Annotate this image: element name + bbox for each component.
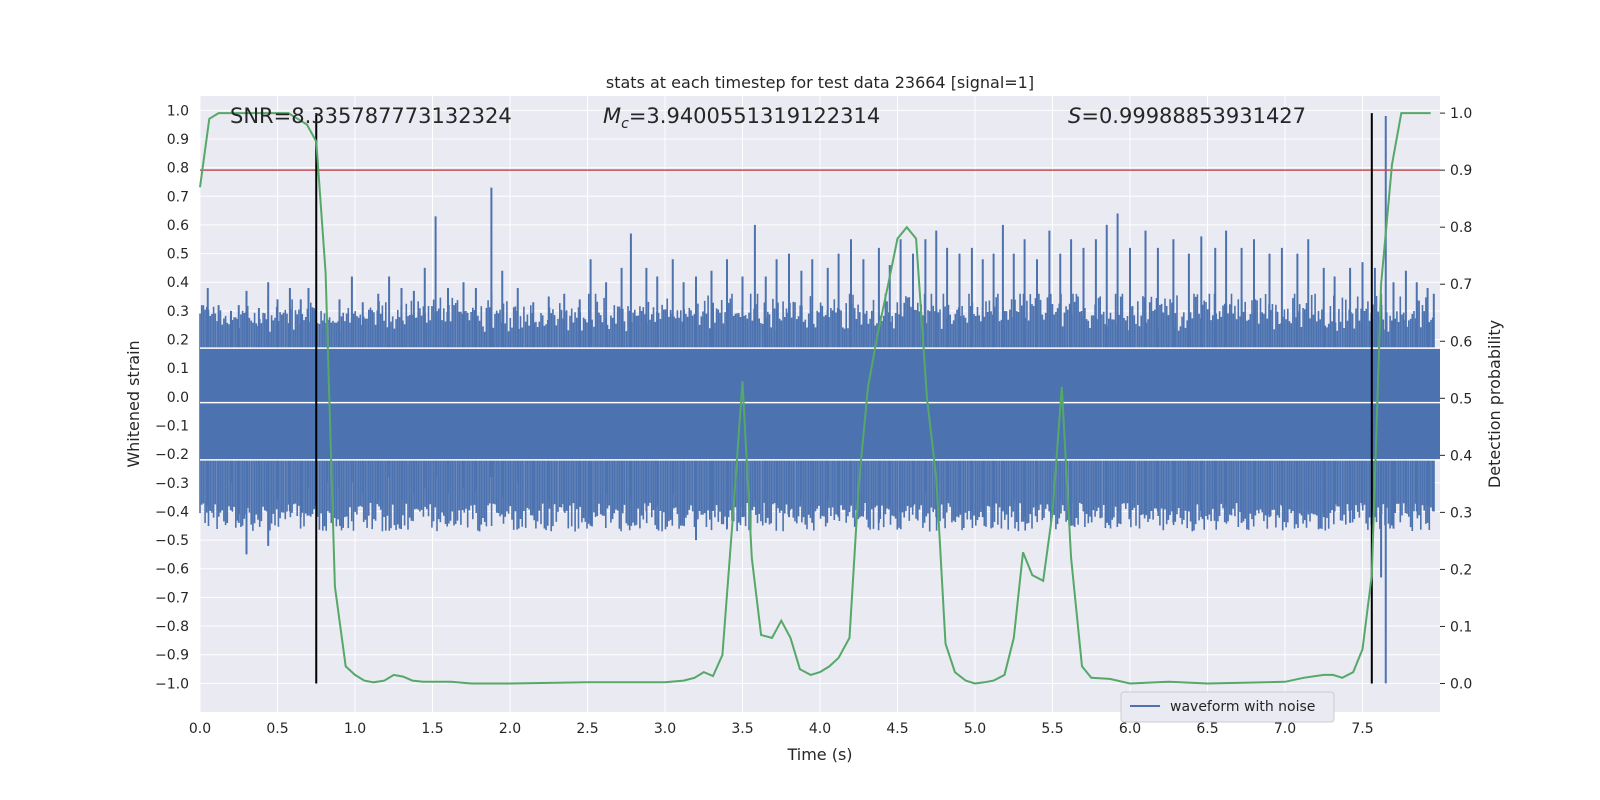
y-tick-label-right: 1.0 [1450,106,1472,122]
x-tick-label: 3.5 [731,721,753,737]
y-tick-label-left: −0.1 [155,418,189,434]
snr-annotation: SNR=8.335787773132324 [230,104,512,128]
x-axis-label: Time (s) [786,745,852,764]
legend: waveform with noise [1120,691,1335,723]
x-tick-label: 7.0 [1274,721,1296,737]
s-symbol: S [1068,104,1081,128]
y-tick-label-left: 0.5 [167,247,189,263]
waveform-layer [199,116,1440,684]
x-tick-label: 0.5 [266,721,288,737]
tick-layer: 0.0 0.5 1.0 1.5 2.0 2.5 3.0 3.5 4.0 4.5 5.0 5.5 6.0 6… [155,103,1472,737]
y-tick-label-left: −0.5 [155,533,189,549]
y-tick-label-left: −0.4 [155,504,189,520]
y-tick-label-left: −0.8 [155,619,189,635]
s-annotation: S=0.99988853931427 [1068,104,1306,128]
y-tick-label-right: 0.2 [1450,562,1472,578]
x-tick-label: 5.0 [964,721,986,737]
y-tick-label-right: 0.0 [1450,676,1472,692]
legend-label-waveform: waveform with noise [1170,699,1315,715]
y-tick-label-left: 1.0 [167,103,189,119]
y-axis-label-right: Detection probability [1485,320,1504,488]
y-tick-label-left: −1.0 [155,676,189,692]
y-tick-label-left: 0.2 [167,333,189,349]
y-tick-label-left: 0.8 [167,161,189,177]
x-tick-label: 1.5 [421,721,443,737]
y-tick-label-left: 0.7 [167,189,189,205]
x-tick-label: 7.5 [1351,721,1373,737]
x-tick-label: 5.5 [1041,721,1063,737]
x-tick-label: 4.5 [886,721,908,737]
y-tick-label-left: 0.4 [167,275,189,291]
y-tick-label-right: 0.4 [1450,448,1472,464]
y-axis-label-left: Whitened strain [124,340,143,467]
y-tick-label-right: 0.6 [1450,334,1472,350]
y-tick-label-left: −0.9 [155,648,189,664]
x-tick-label: 6.0 [1119,721,1141,737]
x-tick-label: 1.0 [344,721,366,737]
y-tick-label-right: 0.5 [1450,391,1472,407]
y-tick-label-left: 0.9 [167,132,189,148]
y-tick-label-right: 0.8 [1450,220,1472,236]
x-tick-label: 4.0 [809,721,831,737]
chart-title: stats at each timestep for test data 236… [606,73,1034,92]
y-tick-label-left: 0.6 [167,218,189,234]
y-tick-label-left: −0.3 [155,476,189,492]
waveform-noise [199,293,1434,532]
overlay-layer [199,112,1440,685]
y-tick-label-left: −0.2 [155,447,189,463]
chirp-mass-subscript: c [621,116,629,132]
x-tick-label: 2.5 [576,721,598,737]
x-tick-label: 6.5 [1196,721,1218,737]
y-tick-label-left: 0.0 [167,390,189,406]
y-tick-label-right: 0.1 [1450,619,1472,635]
chirp-mass-annotation: Mc=3.9400551319122314 [603,104,880,132]
chirp-mass-value: =3.9400551319122314 [629,104,880,128]
y-tick-label-right: 0.3 [1450,505,1472,521]
x-tick-label: 3.0 [654,721,676,737]
detection-probability-line [199,112,1431,685]
legend-box [1120,691,1335,723]
y-tick-label-left: 0.3 [167,304,189,320]
x-tick-label: 2.0 [499,721,521,737]
y-tick-label-right: 0.7 [1450,277,1472,293]
x-tick-label: 0.0 [189,721,211,737]
y-tick-label-left: −0.6 [155,562,189,578]
chirp-mass-symbol: M [603,104,621,128]
s-value: =0.99988853931427 [1081,104,1306,128]
y-tick-label-left: −0.7 [155,590,189,606]
y-tick-label-left: 0.1 [167,361,189,377]
y-tick-label-right: 0.9 [1450,163,1472,179]
